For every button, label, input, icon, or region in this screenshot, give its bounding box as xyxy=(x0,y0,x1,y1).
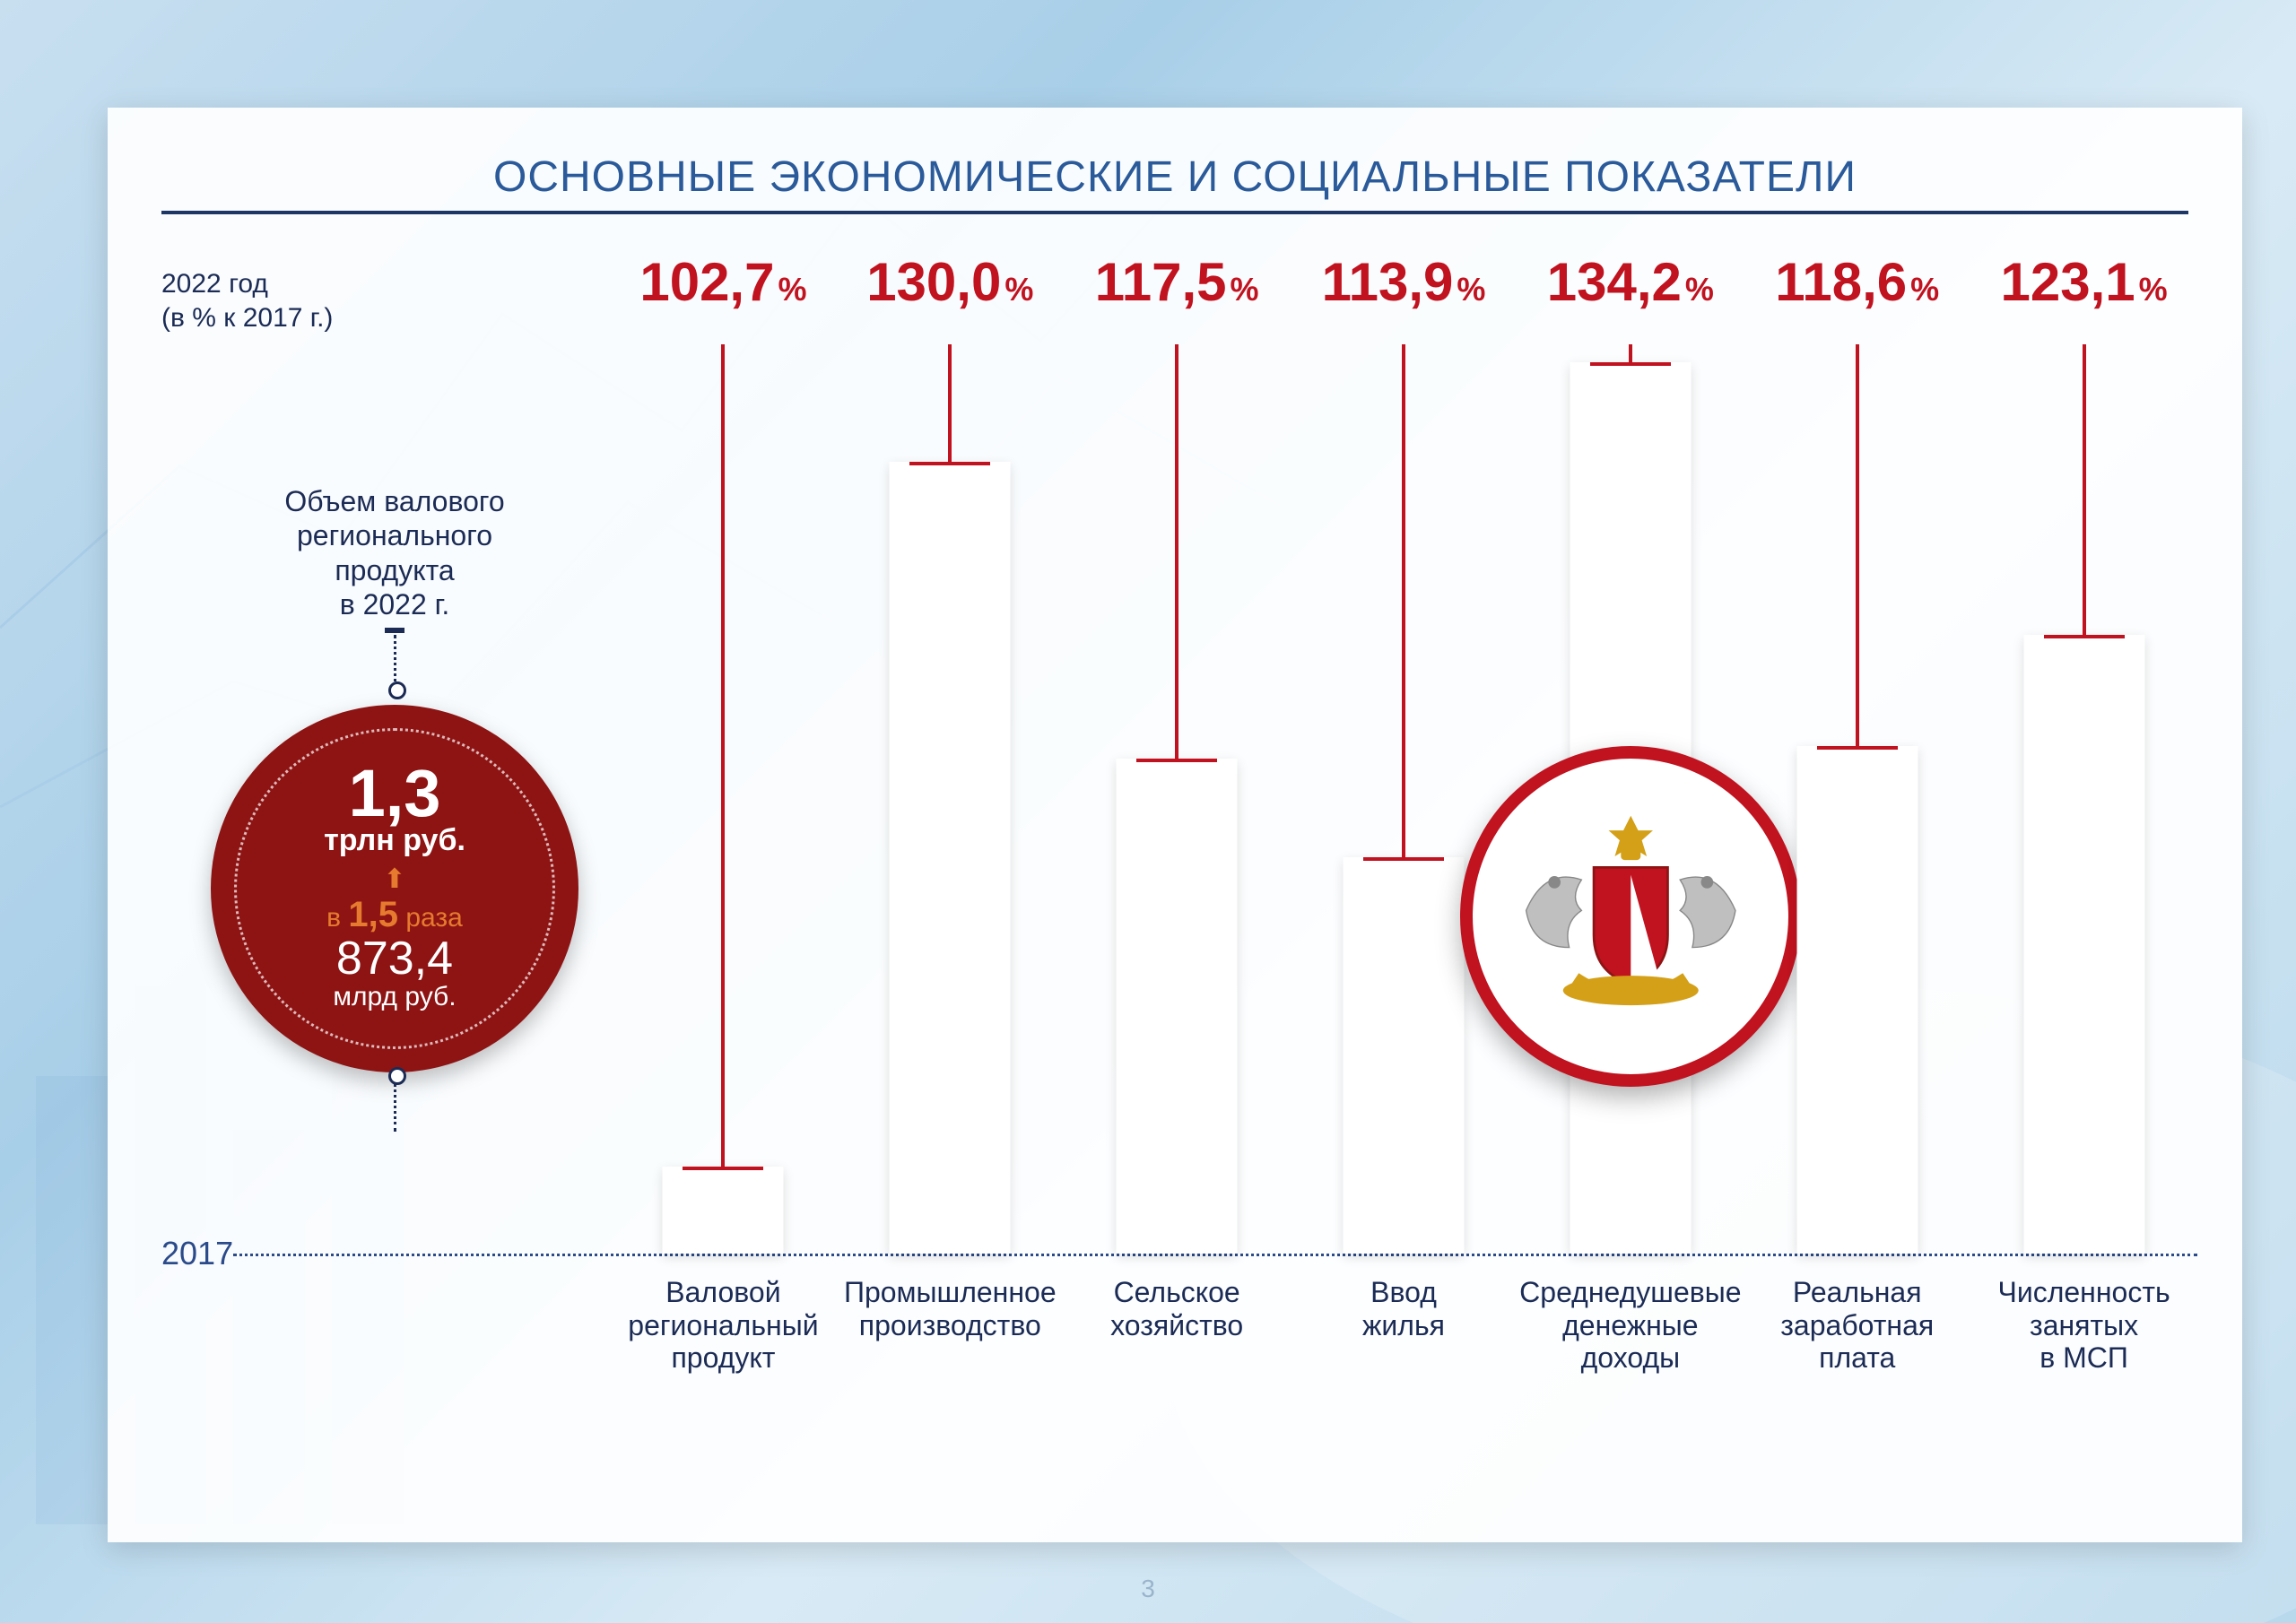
bar-column: 118,6%Реальнаязаработнаяплата xyxy=(1744,251,1970,1488)
bar-value: 130,0% xyxy=(866,251,1033,313)
bar-value: 102,7% xyxy=(639,251,806,313)
bar-value: 134,2% xyxy=(1547,251,1714,313)
grp-dashed-ring xyxy=(234,728,555,1049)
stem-cap xyxy=(1817,746,1898,750)
bar-label: Реальнаязаработнаяплата xyxy=(1741,1276,1974,1375)
coat-of-arms-icon xyxy=(1508,794,1754,1040)
bars-container: 102,7%Валовойрегиональныйпродукт130,0%Пр… xyxy=(610,251,2197,1488)
bar-label: Вводжилья xyxy=(1287,1276,1520,1342)
grp-circle: 1,3 трлн руб. ⬆ в 1,5 раза 873,4 млрд ру… xyxy=(211,705,578,1072)
value-stem xyxy=(1402,344,1405,858)
bar-label: Численностьзанятыхв МСП xyxy=(1968,1276,2201,1375)
stem-cap xyxy=(2044,635,2125,638)
grp-block: Объем валовогорегиональногопродуктав 202… xyxy=(197,484,592,1132)
bar-2017 xyxy=(890,462,1011,1254)
bar-2017 xyxy=(663,1167,784,1254)
value-stem xyxy=(1856,344,1859,747)
bar-column: 134,2% Среднедушевыеденежныедоходы xyxy=(1517,251,1744,1488)
value-stem xyxy=(721,344,725,1167)
bar-value: 117,5% xyxy=(1095,251,1259,313)
indicators-chart: 2017 102,7%Валовойрегиональныйпродукт130… xyxy=(610,251,2197,1488)
bar-2017 xyxy=(1344,857,1465,1254)
grp-caption: Объем валовогорегиональногопродуктав 202… xyxy=(197,484,592,622)
bar-label: Среднедушевыеденежныедоходы xyxy=(1514,1276,1747,1375)
grp-connector-bottom xyxy=(394,1078,396,1132)
stem-cap xyxy=(1590,362,1671,366)
page-title: ОСНОВНЫЕ ЭКОНОМИЧЕСКИЕ И СОЦИАЛЬНЫЕ ПОКА… xyxy=(161,152,2188,202)
bar-column: 102,7%Валовойрегиональныйпродукт xyxy=(610,251,837,1488)
value-stem xyxy=(1629,344,1632,363)
bar-value: 118,6% xyxy=(1775,251,1939,313)
bar-2017 xyxy=(1796,746,1918,1254)
bar-column: 123,1%Численностьзанятыхв МСП xyxy=(1970,251,2197,1488)
stem-cap xyxy=(1136,759,1217,762)
bar-value: 113,9% xyxy=(1322,251,1486,313)
bar-value: 123,1% xyxy=(2000,251,2167,313)
year-legend-l2: (в % к 2017 г.) xyxy=(161,301,333,335)
bar-column: 117,5%Сельскоехозяйство xyxy=(1064,251,1291,1488)
value-stem xyxy=(2083,344,2086,635)
grp-connector-top xyxy=(394,635,396,689)
stem-cap xyxy=(683,1167,763,1170)
bar-label: Промышленноепроизводство xyxy=(833,1276,1066,1342)
year-legend: 2022 год (в % к 2017 г.) xyxy=(161,267,333,334)
year-legend-l1: 2022 год xyxy=(161,267,333,301)
stem-cap xyxy=(909,462,990,465)
stem-cap xyxy=(1363,857,1444,861)
value-stem xyxy=(948,344,952,462)
title-underline xyxy=(161,211,2188,214)
bar-column: 130,0%Промышленноепроизводство xyxy=(837,251,1064,1488)
title-text: ОСНОВНЫЕ ЭКОНОМИЧЕСКИЕ И СОЦИАЛЬНЫЕ ПОКА… xyxy=(493,153,1857,201)
bar-2017 xyxy=(2023,635,2144,1254)
content-card: ОСНОВНЫЕ ЭКОНОМИЧЕСКИЕ И СОЦИАЛЬНЫЕ ПОКА… xyxy=(108,108,2242,1542)
baseline-label: 2017 xyxy=(161,1235,233,1272)
value-stem xyxy=(1175,344,1178,759)
bar-label: Валовойрегиональныйпродукт xyxy=(606,1276,839,1375)
page-number: 3 xyxy=(1141,1575,1155,1603)
bar-label: Сельскоехозяйство xyxy=(1060,1276,1293,1342)
bar-2017 xyxy=(1117,759,1238,1254)
